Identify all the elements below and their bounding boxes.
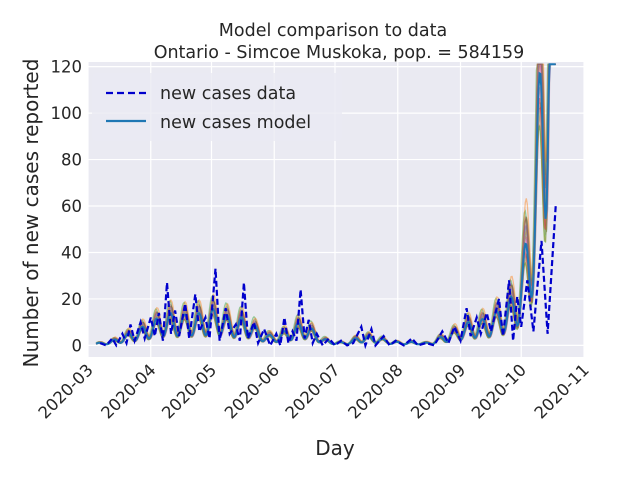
model-ensemble-line — [95, 63, 556, 345]
x-tick-label: 2020-10 — [468, 360, 530, 422]
series-line-new-cases-data — [99, 205, 557, 350]
y-tick-label: 0 — [72, 336, 83, 355]
y-tick-labels: 0 20 40 60 80 100 120 — [51, 58, 83, 356]
y-tick-label: 80 — [61, 151, 82, 170]
y-tick-label: 100 — [51, 104, 83, 123]
x-tick-label: 2020-05 — [158, 360, 220, 422]
legend-label-model: new cases model — [160, 113, 311, 133]
x-tick-label: 2020-07 — [282, 360, 344, 422]
legend-box — [92, 73, 342, 141]
legend: new cases data new cases model — [92, 73, 342, 141]
y-tick-label: 120 — [51, 58, 83, 77]
x-tick-label: 2020-11 — [531, 360, 593, 422]
x-tick-label: 2020-08 — [344, 360, 406, 422]
x-tick-label: 2020-09 — [407, 360, 469, 422]
chart-title: Model comparison to data — [219, 21, 447, 41]
x-tick-label: 2020-06 — [221, 360, 283, 422]
data-series — [99, 205, 557, 350]
y-tick-label: 40 — [61, 243, 82, 262]
x-axis-label: Day — [315, 436, 355, 460]
chart-subtitle: Ontario - Simcoe Muskoka, pop. = 584159 — [154, 43, 525, 63]
model-ensemble-line — [95, 63, 556, 345]
y-tick-label: 60 — [61, 197, 82, 216]
legend-label-data: new cases data — [160, 84, 296, 104]
y-tick-label: 20 — [61, 290, 82, 309]
x-tick-label: 2020-03 — [35, 360, 97, 422]
x-tick-label: 2020-04 — [97, 360, 159, 422]
y-axis-label: Number of new cases reported — [19, 59, 43, 368]
